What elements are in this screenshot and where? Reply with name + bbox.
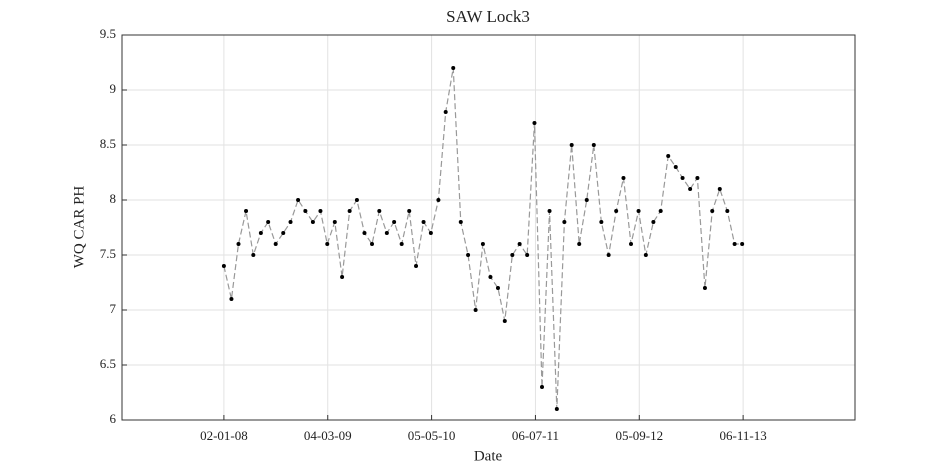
data-point bbox=[296, 198, 301, 202]
x-tick-label: 04-03-09 bbox=[304, 428, 352, 443]
data-point bbox=[599, 220, 604, 224]
data-point bbox=[488, 275, 493, 279]
data-point bbox=[606, 253, 611, 257]
data-point bbox=[340, 275, 345, 279]
data-point bbox=[540, 385, 545, 389]
data-point bbox=[310, 220, 315, 224]
data-point bbox=[577, 242, 582, 246]
data-point bbox=[688, 187, 693, 191]
data-point bbox=[466, 253, 471, 257]
data-point bbox=[443, 110, 448, 114]
data-point bbox=[244, 209, 249, 213]
data-point bbox=[695, 176, 700, 180]
y-tick-label: 9.5 bbox=[100, 26, 116, 41]
data-point bbox=[458, 220, 463, 224]
data-point bbox=[399, 242, 404, 246]
data-point bbox=[517, 242, 522, 246]
y-tick-label: 6.5 bbox=[100, 356, 116, 371]
data-point bbox=[569, 143, 574, 147]
data-point bbox=[629, 242, 634, 246]
data-point bbox=[532, 121, 537, 125]
data-point bbox=[666, 154, 671, 158]
x-axis-label: Date bbox=[474, 448, 503, 464]
data-point bbox=[377, 209, 382, 213]
data-point bbox=[251, 253, 256, 257]
data-point bbox=[732, 242, 737, 246]
data-point bbox=[658, 209, 663, 213]
data-point bbox=[428, 231, 433, 235]
data-point bbox=[621, 176, 626, 180]
data-point bbox=[421, 220, 426, 224]
data-point bbox=[229, 297, 234, 301]
data-point bbox=[221, 264, 226, 268]
data-point bbox=[347, 209, 352, 213]
chart-title: SAW Lock3 bbox=[446, 7, 530, 26]
data-point bbox=[407, 209, 412, 213]
data-point bbox=[740, 242, 745, 246]
data-point bbox=[725, 209, 730, 213]
data-point bbox=[354, 198, 359, 202]
data-point bbox=[643, 253, 648, 257]
data-point bbox=[303, 209, 308, 213]
x-tick-label: 05-05-10 bbox=[408, 428, 456, 443]
data-point bbox=[370, 242, 375, 246]
data-point bbox=[258, 231, 263, 235]
data-point bbox=[414, 264, 419, 268]
data-point bbox=[480, 242, 485, 246]
x-tick-label: 02-01-08 bbox=[200, 428, 248, 443]
data-point bbox=[318, 209, 323, 213]
data-point bbox=[362, 231, 367, 235]
data-point bbox=[392, 220, 397, 224]
data-point bbox=[562, 220, 567, 224]
data-point bbox=[281, 231, 286, 235]
y-tick-label: 7.5 bbox=[100, 246, 116, 261]
y-tick-label: 7 bbox=[110, 301, 117, 316]
x-tick-label: 06-07-11 bbox=[512, 428, 559, 443]
data-point bbox=[436, 198, 441, 202]
data-point bbox=[702, 286, 707, 290]
data-point bbox=[236, 242, 241, 246]
data-point bbox=[614, 209, 619, 213]
data-point bbox=[473, 308, 478, 312]
data-point bbox=[591, 143, 596, 147]
y-tick-label: 9 bbox=[110, 81, 117, 96]
data-point bbox=[673, 165, 678, 169]
x-tick-label: 06-11-13 bbox=[720, 428, 767, 443]
data-point bbox=[554, 407, 559, 411]
data-point bbox=[325, 242, 330, 246]
data-point bbox=[266, 220, 271, 224]
data-point bbox=[710, 209, 715, 213]
data-point bbox=[636, 209, 641, 213]
y-tick-label: 8.5 bbox=[100, 136, 116, 151]
data-point bbox=[717, 187, 722, 191]
data-point bbox=[332, 220, 337, 224]
data-point bbox=[584, 198, 589, 202]
plot-frame bbox=[121, 34, 856, 421]
data-point bbox=[273, 242, 278, 246]
x-tick-label: 05-09-12 bbox=[615, 428, 663, 443]
y-tick-label: 6 bbox=[110, 411, 117, 426]
y-axis-label: WQ CAR PH bbox=[71, 186, 87, 269]
y-tick-label: 8 bbox=[110, 191, 117, 206]
data-point bbox=[288, 220, 293, 224]
data-point bbox=[502, 319, 507, 323]
data-point bbox=[525, 253, 530, 257]
data-point bbox=[547, 209, 552, 213]
data-point bbox=[451, 66, 456, 70]
data-point bbox=[384, 231, 389, 235]
data-point bbox=[495, 286, 500, 290]
data-point bbox=[680, 176, 685, 180]
data-point bbox=[651, 220, 656, 224]
data-point bbox=[510, 253, 515, 257]
